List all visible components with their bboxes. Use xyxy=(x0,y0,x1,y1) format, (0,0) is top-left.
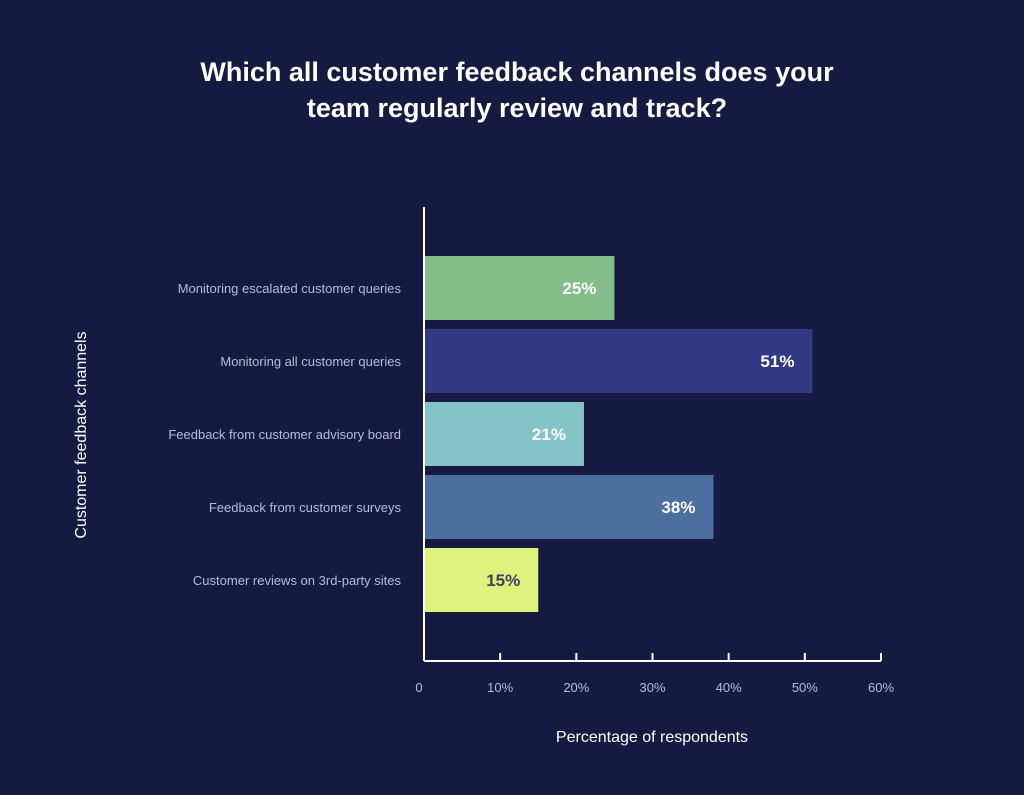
y-axis-title: Customer feedback channels xyxy=(73,331,90,538)
value-label-3: 21% xyxy=(532,425,566,444)
category-label-3: Feedback from customer advisory board xyxy=(168,427,401,442)
x-tick-label-0: 0 xyxy=(415,680,422,695)
category-label-2: Monitoring all customer queries xyxy=(220,354,401,369)
bar-4 xyxy=(424,475,714,539)
bar-3 xyxy=(424,402,584,466)
value-labels-group: 25% 51% 21% 38% 15% xyxy=(486,279,794,590)
x-tick-label-1: 10% xyxy=(487,680,513,695)
category-label-5: Customer reviews on 3rd-party sites xyxy=(193,573,402,588)
x-tick-label-4: 40% xyxy=(716,680,742,695)
value-label-2: 51% xyxy=(760,352,794,371)
chart-title-line-1: Which all customer feedback channels doe… xyxy=(200,57,834,87)
x-tick-label-6: 60% xyxy=(868,680,894,695)
value-label-4: 38% xyxy=(661,498,695,517)
value-label-5: 15% xyxy=(486,571,520,590)
chart-title: Which all customer feedback channels doe… xyxy=(170,54,864,126)
x-tick-label-3: 30% xyxy=(639,680,665,695)
category-labels-group: Monitoring escalated customer queries Mon… xyxy=(168,281,401,588)
bar-1 xyxy=(424,256,615,320)
x-ticks-group: 0 10% 20% 30% 40% 50% 60% xyxy=(415,653,894,695)
x-tick-label-5: 50% xyxy=(792,680,818,695)
x-axis-title: Percentage of respondents xyxy=(556,729,748,746)
category-label-1: Monitoring escalated customer queries xyxy=(178,281,402,296)
category-label-4: Feedback from customer surveys xyxy=(209,500,402,515)
x-tick-label-2: 20% xyxy=(563,680,589,695)
value-label-1: 25% xyxy=(562,279,596,298)
bar-5 xyxy=(424,548,539,612)
chart-title-line-2: team regularly review and track? xyxy=(306,93,728,123)
bar-2 xyxy=(424,329,813,393)
bars-group xyxy=(424,256,813,612)
